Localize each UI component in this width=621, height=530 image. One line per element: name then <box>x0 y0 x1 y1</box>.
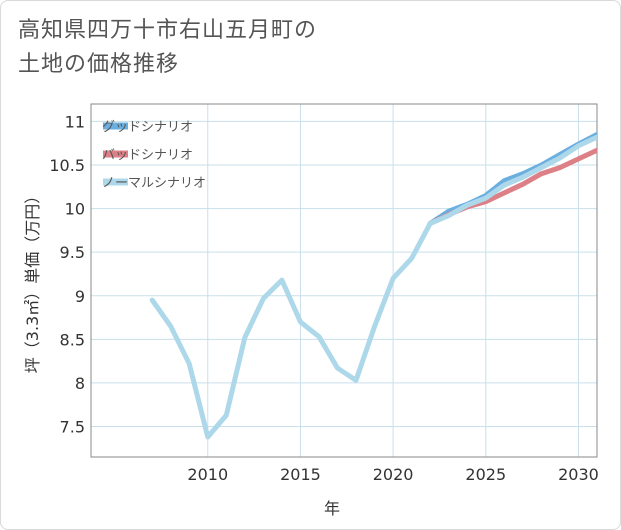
x-tick-label: 2015 <box>280 465 321 484</box>
y-tick-label: 9 <box>75 287 85 306</box>
x-tick-label: 2030 <box>558 465 599 484</box>
y-tick-label: 10.5 <box>49 156 85 175</box>
legend-bad-scenario-label: バッドシナリオ <box>102 148 193 163</box>
chart-title-line1: 高知県四万十市右山五月町の <box>18 18 318 43</box>
normal-scenario-line <box>149 134 597 440</box>
legend-good-scenario-label: グッドシナリオ <box>102 120 193 135</box>
y-tick-label: 11 <box>65 112 85 131</box>
x-axis-label: 年 <box>324 499 340 518</box>
y-tick-label: 9.5 <box>60 243 85 262</box>
y-tick-label: 10 <box>65 200 85 219</box>
plot-border <box>90 103 598 458</box>
x-tick-label: 2025 <box>465 465 506 484</box>
chart-title: 高知県四万十市右山五月町の 土地の価格推移 <box>18 14 317 82</box>
y-tick-label: 7.5 <box>60 417 85 436</box>
x-tick-label: 2020 <box>373 465 414 484</box>
legend-normal-scenario-label: ノーマルシナリオ <box>102 176 206 191</box>
chart-title-line2: 土地の価格推移 <box>18 52 180 77</box>
x-tick-label: 2010 <box>187 465 228 484</box>
y-tick-label: 8.5 <box>60 330 85 349</box>
y-axis-label: 坪（3.3㎡）単価（万円） <box>23 188 42 373</box>
y-tick-label: 8 <box>75 374 85 393</box>
